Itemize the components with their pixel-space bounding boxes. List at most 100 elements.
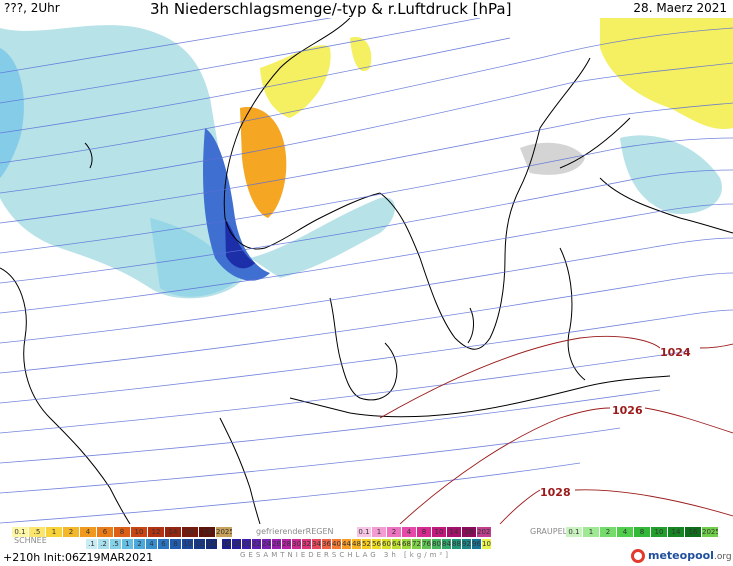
isobars-red [379, 335, 733, 524]
legend-swatch: 10 [651, 527, 667, 537]
isobar [0, 237, 733, 344]
legend-swatch: 2 [600, 527, 616, 537]
legend-swatch: 16 [182, 527, 198, 537]
legend-swatch: 14 [668, 527, 684, 537]
isobar-1028 [499, 489, 733, 524]
norway-coast [223, 18, 381, 250]
legend-swatch: 24 [262, 539, 271, 549]
precip-darkblue-core [225, 218, 255, 269]
model-run-info: +210h Init:06Z19MAR2021 [3, 551, 154, 564]
precip-light-northwest [0, 48, 24, 178]
legend-swatch: .2 [98, 539, 109, 549]
legend-swatch: 10 [432, 527, 446, 537]
legend-swatch: 16 [685, 527, 701, 537]
isobar-label-1026: 1026 [612, 404, 643, 417]
legend-swatch: 22 [252, 539, 261, 549]
isobar [0, 169, 733, 284]
precipitation-field [0, 18, 733, 299]
isobar-1026 [399, 407, 733, 524]
precip-blue-norway [203, 128, 270, 281]
legend-swatch: 16 [222, 539, 231, 549]
isobar [0, 350, 691, 434]
shetland [84, 142, 93, 169]
isobar-1024 [379, 335, 733, 419]
legend-swatch: 12 [148, 527, 164, 537]
legend-swatch: 8 [170, 539, 181, 549]
legend-swatch: 1 [46, 527, 62, 537]
legend-swatch: 88 [452, 539, 461, 549]
legend-swatch: 1 [372, 527, 386, 537]
legend-swatch: 36 [322, 539, 331, 549]
legend-swatch: 2 [387, 527, 401, 537]
baltic-states-coast [559, 247, 586, 381]
legend-swatch: 18 [199, 527, 215, 537]
isobar-label-1028: 1028 [540, 486, 571, 499]
freezing-rain-label: gefrierenderREGEN [256, 527, 334, 536]
legend-swatch: 0.1 [357, 527, 371, 537]
legend-swatch: 72 [412, 539, 421, 549]
legend-swatch: 1 [122, 539, 133, 549]
precip-light-finland [620, 135, 722, 214]
isobar [0, 62, 733, 194]
isobar [0, 272, 733, 374]
legend-swatch: 2025+ [702, 527, 718, 537]
legend-swatch: 52 [362, 539, 371, 549]
legend-swatch: 30 [292, 539, 301, 549]
legend-swatch: 76 [422, 539, 431, 549]
brand-name: meteopool [648, 549, 714, 562]
legend-swatch: 0.1 [566, 527, 582, 537]
legend-swatch: 1 [583, 527, 599, 537]
legend-row-bottom: SCHNEE .1.2.5 1 2 4 6 8 10 12 14 16 18 20 22 24 26 28 3… [0, 536, 733, 551]
isobar [0, 309, 733, 404]
legend-swatch: 14 [206, 539, 217, 549]
forecast-day-time: ???, 2Uhr [4, 1, 60, 15]
snow-label: SCHNEE [14, 536, 47, 545]
gulf-bothnia [539, 57, 631, 169]
precip-light-west [0, 25, 250, 299]
precip-yellow-north [350, 37, 372, 72]
denmark-coast [329, 297, 398, 401]
legend-swatch: 2025+ [477, 527, 491, 537]
legend-swatch: 32 [302, 539, 311, 549]
isobar [0, 137, 733, 254]
legend-swatch: 6 [158, 539, 169, 549]
legend-swatch: 2 [134, 539, 145, 549]
precip-light-skagerrak [250, 197, 395, 278]
netherlands-coast [219, 417, 261, 524]
legend-swatch: 4 [146, 539, 157, 549]
legend-swatch: 40 [332, 539, 341, 549]
legend-swatch: 8 [634, 527, 650, 537]
legend-swatch: 28 [282, 539, 291, 549]
isobar [0, 389, 661, 464]
legend-swatch: 44 [342, 539, 351, 549]
finland-coast [599, 177, 733, 234]
germany-poland-coast [289, 375, 671, 418]
precipitation-pressure-map: 1024 1026 1028 [0, 18, 733, 524]
uk-coast [0, 267, 131, 524]
legend-swatch: 56 [372, 539, 381, 549]
legend-swatch: 16 [462, 527, 476, 537]
legend-swatch: 92 [462, 539, 471, 549]
isobar [0, 37, 511, 134]
legend-swatch: 12 [194, 539, 205, 549]
map-title: 3h Niederschlagsmenge/-typ & r.Luftdruck… [150, 0, 512, 18]
legend-swatch: 18 [232, 539, 241, 549]
legend-swatch: 10 [131, 527, 147, 537]
precip-yellow-finland [600, 18, 733, 129]
legend-swatch: 8 [417, 527, 431, 537]
legend-swatch: 2 [63, 527, 79, 537]
legend-swatch: 100 [482, 539, 491, 549]
isobar [0, 18, 481, 104]
legend-swatch: 14 [447, 527, 461, 537]
legend-swatch: 8 [114, 527, 130, 537]
legend-swatch: 4 [402, 527, 416, 537]
legend-swatch: 2025+ [216, 527, 232, 537]
precip-grey-baltic [520, 142, 585, 175]
legend-swatch: .5 [29, 527, 45, 537]
legend-swatch: 10 [182, 539, 193, 549]
legend-swatch: 6 [97, 527, 113, 537]
legend-swatch: 14 [165, 527, 181, 537]
legend-swatch: 96 [472, 539, 481, 549]
forecast-date: 28. Maerz 2021 [633, 1, 727, 15]
